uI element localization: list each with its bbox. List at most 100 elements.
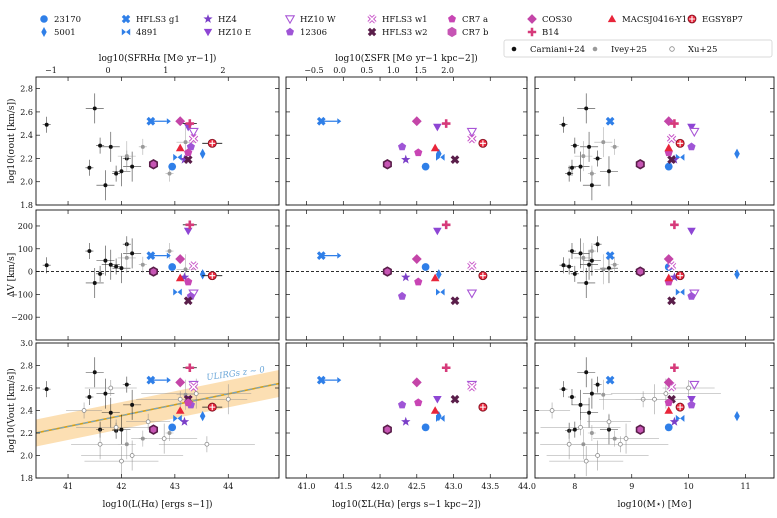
panel-plot-area <box>316 363 488 435</box>
y-tick-label: 2.2 <box>20 429 33 438</box>
literature-point <box>561 387 566 392</box>
literature-point <box>113 424 119 430</box>
data-point <box>435 153 445 161</box>
data-point <box>670 220 679 230</box>
data-point <box>186 142 195 151</box>
literature-point <box>129 453 135 458</box>
top-tick-label: −0.5 <box>304 66 323 75</box>
data-point <box>188 127 199 138</box>
literature-point <box>561 122 566 127</box>
literature-point <box>119 169 124 174</box>
data-point <box>467 134 477 144</box>
literature-point <box>130 164 135 169</box>
literature-legend: Carniani+24 Ivey+25 Xu+25 <box>503 39 773 58</box>
data-point <box>675 402 685 412</box>
panel-plot-area <box>286 220 527 306</box>
literature-point <box>589 431 594 435</box>
ulirg-fit-dashed <box>36 383 279 434</box>
literature-point <box>124 382 129 387</box>
literature-point <box>108 385 114 391</box>
legend-marker-icon <box>367 14 377 24</box>
literature-legend-marker-icon <box>511 46 517 52</box>
literature-point <box>87 395 92 399</box>
data-point <box>173 153 182 161</box>
legend-entry: 4891 <box>121 28 158 38</box>
upper-limit-arrowhead <box>166 252 171 259</box>
literature-legend-frame <box>503 39 773 58</box>
literature-point <box>204 441 210 447</box>
literature-point <box>581 255 586 260</box>
data-point <box>664 162 673 171</box>
data-point <box>450 155 460 164</box>
data-point <box>175 406 185 414</box>
literature-point <box>145 419 151 425</box>
data-point <box>430 406 440 414</box>
literature-point <box>177 396 183 402</box>
data-point <box>664 273 674 282</box>
literature-point <box>583 458 589 464</box>
literature-point <box>581 154 586 159</box>
panel-frame <box>35 209 280 341</box>
literature-point <box>617 441 623 447</box>
data-point <box>183 227 193 236</box>
data-point <box>675 153 685 161</box>
data-point <box>669 272 680 282</box>
data-point <box>401 154 411 164</box>
panel-frame <box>35 76 280 206</box>
legend-marker-icon <box>448 14 456 23</box>
literature-point <box>595 242 600 247</box>
y-tick-label: 2.2 <box>20 154 33 163</box>
legend-entry: HZ10 E <box>203 28 251 38</box>
literature-point <box>584 281 589 285</box>
literature-point <box>97 441 103 447</box>
top-tick-label: 0 <box>106 66 111 75</box>
data-point <box>441 363 451 373</box>
literature-legend-entry: Carniani+24 <box>511 45 585 55</box>
y-tick-label: 2.0 <box>20 178 33 187</box>
data-point <box>184 398 193 407</box>
legend-label: 23170 <box>54 15 81 25</box>
y-tick-label: −100 <box>11 290 33 299</box>
legend-label: COS30 <box>542 15 572 25</box>
legend-marker-icon <box>284 15 296 25</box>
y-tick-label: 0 <box>28 268 33 277</box>
top-tick-label: 0.0 <box>333 66 346 75</box>
literature-legend-marker-icon <box>592 46 598 52</box>
literature-point <box>161 436 167 442</box>
data-point <box>173 288 182 296</box>
data-point <box>466 289 478 299</box>
x-tick-label: 41 <box>63 482 73 491</box>
y-axis-label: ΔV [km/s] <box>7 253 17 298</box>
legend-entry: COS30 <box>527 14 572 25</box>
panel-r0-c1: −0.5 0.0 0.5 1.0 1.5 2.0 log10(ΣSFR [M⊙ yr−1 k… <box>285 53 528 206</box>
x-axis-label: log10(L(Hα) [ergs s−1]) <box>102 499 212 510</box>
legend-entry: 12306 <box>286 27 327 38</box>
literature-point <box>103 183 108 188</box>
data-point <box>199 269 206 280</box>
legend-marker-icon <box>527 14 537 24</box>
data-point <box>675 414 685 422</box>
data-point <box>398 142 407 151</box>
data-point <box>734 410 740 422</box>
data-point <box>689 127 700 138</box>
data-point <box>664 406 674 414</box>
literature-point <box>130 251 135 256</box>
panel-plot-area <box>559 93 740 201</box>
literature-point <box>589 171 594 176</box>
legend-label: CR7 a <box>462 15 488 25</box>
legend-entry: HFLS3 g1 <box>121 14 180 25</box>
data-point <box>188 382 199 392</box>
data-point <box>670 363 679 373</box>
data-point <box>675 271 685 281</box>
data-point <box>433 227 442 236</box>
data-point <box>185 220 195 230</box>
y-tick-label: 2.4 <box>20 131 33 140</box>
data-point <box>179 272 190 282</box>
y-tick-label: 2.6 <box>20 384 33 393</box>
data-point <box>635 266 645 277</box>
data-point <box>421 423 430 432</box>
data-point <box>188 134 199 144</box>
legend-label: HZ10 E <box>218 28 251 38</box>
